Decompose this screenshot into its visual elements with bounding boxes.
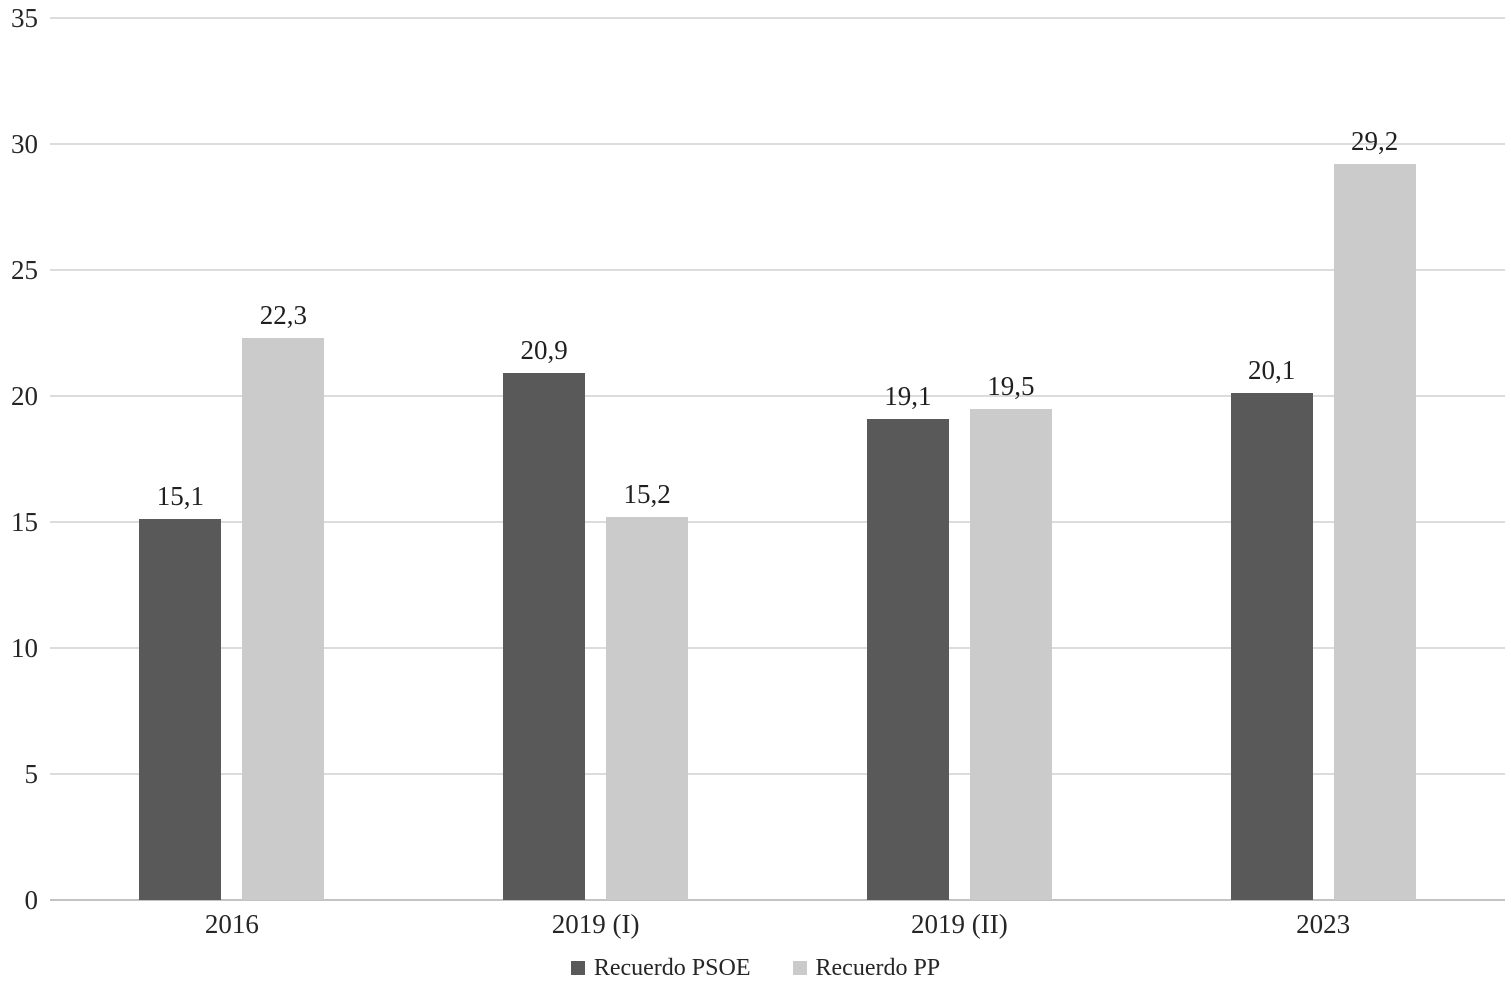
bar-value-label: 20,9 (520, 335, 568, 366)
x-tick-label: 2019 (II) (911, 909, 1008, 939)
gridline (50, 269, 1505, 271)
gridline (50, 773, 1505, 775)
bar-value-label: 19,1 (884, 380, 932, 411)
bar-recuerdo-pp (242, 338, 325, 900)
x-axis-line (50, 899, 1505, 901)
bar-value-label: 19,5 (987, 370, 1035, 401)
bar-recuerdo-psoe (1230, 393, 1313, 900)
x-tick-label: 2019 (I) (551, 909, 640, 939)
bar-recuerdo-pp (606, 516, 689, 900)
y-tick-label: 20 (11, 381, 38, 411)
gridline (50, 17, 1505, 19)
bar-recuerdo-psoe (139, 519, 222, 900)
gridline (50, 395, 1505, 397)
legend-swatch-icon (570, 961, 585, 975)
bar-value-label: 20,1 (1248, 355, 1296, 386)
bar-recuerdo-pp (969, 408, 1052, 900)
bar-value-label: 22,3 (259, 300, 307, 331)
bar-recuerdo-pp (1333, 164, 1416, 900)
x-tick-label: 2023 (1296, 909, 1351, 939)
bar-recuerdo-psoe (866, 418, 949, 900)
bar-value-label: 15,1 (156, 481, 204, 512)
legend-swatch-icon (792, 961, 807, 975)
legend: Recuerdo PSOE Recuerdo PP (0, 953, 1511, 983)
legend-item-recuerdo-pp: Recuerdo PP (792, 953, 941, 983)
y-tick-label: 25 (11, 255, 38, 285)
y-tick-label: 15 (11, 507, 38, 537)
legend-item-recuerdo-psoe: Recuerdo PSOE (570, 953, 751, 983)
y-tick-label: 0 (24, 885, 39, 915)
bar-value-label: 15,2 (623, 478, 671, 509)
legend-label: Recuerdo PSOE (593, 955, 751, 981)
gridline (50, 143, 1505, 145)
gridline (50, 521, 1505, 523)
gridline (50, 647, 1505, 649)
y-tick-label: 35 (11, 3, 38, 33)
y-tick-label: 30 (11, 129, 38, 159)
legend-label: Recuerdo PP (815, 955, 941, 981)
bar-value-label: 29,2 (1351, 126, 1399, 157)
x-tick-label: 2016 (204, 909, 259, 939)
bar-recuerdo-psoe (503, 373, 586, 900)
y-tick-label: 5 (24, 759, 39, 789)
y-tick-label: 10 (11, 633, 38, 663)
